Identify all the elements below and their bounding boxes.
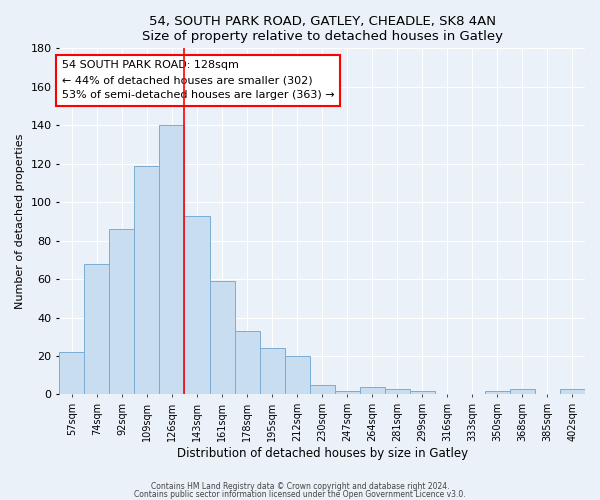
Bar [184, 216, 209, 394]
Bar [560, 388, 585, 394]
Bar [284, 356, 310, 395]
Y-axis label: Number of detached properties: Number of detached properties [15, 134, 25, 309]
Bar [335, 390, 360, 394]
Bar [485, 390, 510, 394]
Bar [310, 385, 335, 394]
Bar [59, 352, 85, 395]
Bar [385, 388, 410, 394]
Bar [209, 281, 235, 394]
Bar [360, 386, 385, 394]
X-axis label: Distribution of detached houses by size in Gatley: Distribution of detached houses by size … [176, 447, 468, 460]
Text: Contains HM Land Registry data © Crown copyright and database right 2024.: Contains HM Land Registry data © Crown c… [151, 482, 449, 491]
Bar [510, 388, 535, 394]
Text: Contains public sector information licensed under the Open Government Licence v3: Contains public sector information licen… [134, 490, 466, 499]
Bar [109, 229, 134, 394]
Bar [160, 125, 184, 394]
Bar [134, 166, 160, 394]
Bar [410, 390, 435, 394]
Text: 54 SOUTH PARK ROAD: 128sqm
← 44% of detached houses are smaller (302)
53% of sem: 54 SOUTH PARK ROAD: 128sqm ← 44% of deta… [62, 60, 335, 100]
Bar [235, 331, 260, 394]
Bar [260, 348, 284, 395]
Bar [85, 264, 109, 394]
Title: 54, SOUTH PARK ROAD, GATLEY, CHEADLE, SK8 4AN
Size of property relative to detac: 54, SOUTH PARK ROAD, GATLEY, CHEADLE, SK… [142, 15, 503, 43]
